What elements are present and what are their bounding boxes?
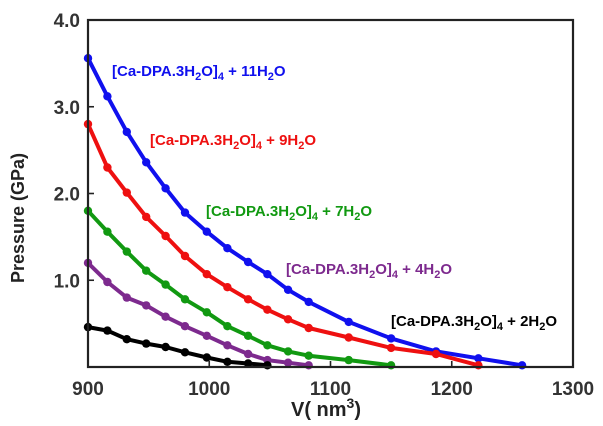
series-1-point (202, 270, 211, 279)
x-tick-label: 1100 (310, 379, 351, 400)
series-1-point (142, 212, 151, 222)
x-axis-title-close: ) (354, 399, 361, 421)
y-axis-title: Pressure (GPa) (8, 153, 28, 283)
series-1-point (180, 251, 190, 261)
x-axis-title: V( nm3) (291, 395, 361, 421)
y-tick-label: 4.0 (54, 11, 80, 32)
series-label-11h2o: [Ca-DPA.3H2O]4 + 11H2O (112, 63, 286, 83)
series-0-point (142, 158, 151, 167)
series-3-point (223, 341, 232, 350)
series-1-point (122, 188, 131, 197)
series-4-point (223, 357, 232, 366)
axis-layer: 900 1000 1100 1200 1300 1.0 2.0 3.0 4.0 (54, 11, 595, 400)
series-4-point (263, 361, 272, 370)
x-tick-label: 900 (72, 379, 104, 400)
y-tick-label: 2.0 (54, 185, 80, 206)
series-4-point (122, 335, 131, 344)
series-1 (83, 119, 483, 370)
series-4-point (161, 342, 170, 352)
x-axis-title-sup: 3 (347, 395, 355, 411)
series-label-7h2o: [Ca-DPA.3H2O]4 + 7H2O (206, 203, 372, 223)
series-4-point (180, 348, 190, 357)
series-labels: [Ca-DPA.3H2O]4 + 11H2O [Ca-DPA.3H2O]4 + … (112, 63, 557, 333)
series-3-point (202, 331, 211, 340)
series-0-point (386, 334, 396, 343)
series-1-point (243, 295, 253, 304)
series-1-point (344, 333, 353, 342)
series-0-point (161, 184, 170, 193)
series-label-4h2o: [Ca-DPA.3H2O]4 + 4H2O (286, 261, 452, 281)
series-3-point (161, 312, 170, 321)
series-0-point (283, 285, 293, 294)
y-tick-label: 1.0 (54, 271, 80, 292)
series-1-point (431, 349, 441, 359)
series-0-point (517, 361, 527, 370)
series-2-point (161, 280, 170, 289)
series-2-point (223, 322, 232, 331)
series-0-point (180, 208, 190, 217)
series-1-line (86, 123, 479, 368)
x-tick-label: 1000 (188, 379, 230, 400)
series-2-point (122, 247, 131, 256)
series-2-point (344, 355, 353, 365)
series-2-point (180, 295, 190, 304)
series-2-point (103, 227, 112, 236)
series-2-point (243, 331, 253, 340)
series-0-point (263, 270, 272, 279)
series-1-point (304, 323, 313, 333)
series-3-point (283, 358, 293, 367)
series-1-point (103, 163, 112, 172)
series-3-point (103, 277, 112, 287)
series-4-point (103, 326, 112, 335)
series-0-point (344, 317, 353, 327)
series-0-point (304, 297, 313, 307)
series-2-point (142, 266, 151, 275)
series-3-point (304, 361, 313, 370)
series-4-point (202, 353, 211, 362)
series-2-point (386, 361, 396, 370)
series-1-point (474, 361, 483, 370)
series-label-9h2o: [Ca-DPA.3H2O]4 + 9H2O (150, 132, 316, 152)
series-3 (83, 258, 313, 370)
series-2-point (283, 347, 293, 356)
series-0-point (223, 244, 232, 253)
series-0-point (122, 127, 131, 137)
series-4-line (87, 325, 268, 368)
series-1-point (283, 315, 293, 324)
x-axis-title-main: V( nm (291, 399, 347, 421)
series-0-point (202, 227, 211, 236)
series-0 (83, 54, 527, 370)
x-tick-label: 1200 (431, 379, 473, 400)
series-4-point (142, 339, 151, 348)
series-1-point (161, 231, 170, 241)
series-3-point (142, 301, 151, 310)
series-1-point (386, 343, 396, 353)
series-3-point (243, 349, 253, 359)
series-0-point (103, 92, 112, 101)
series-0-point (243, 257, 253, 267)
series-0-point (474, 354, 483, 363)
series-2-point (202, 308, 211, 317)
y-tick-label: 3.0 (54, 98, 80, 119)
series-2-point (304, 351, 313, 360)
series-layer (83, 54, 527, 370)
series-3-point (180, 322, 190, 331)
series-3-point (122, 293, 131, 302)
series-2-point (263, 341, 272, 350)
series-1-point (263, 305, 272, 314)
series-1-point (223, 283, 232, 292)
series-4-point (243, 359, 253, 368)
x-tick-label: 1300 (552, 379, 594, 400)
series-label-2h2o: [Ca-DPA.3H2O]4 + 2H2O (391, 313, 557, 333)
